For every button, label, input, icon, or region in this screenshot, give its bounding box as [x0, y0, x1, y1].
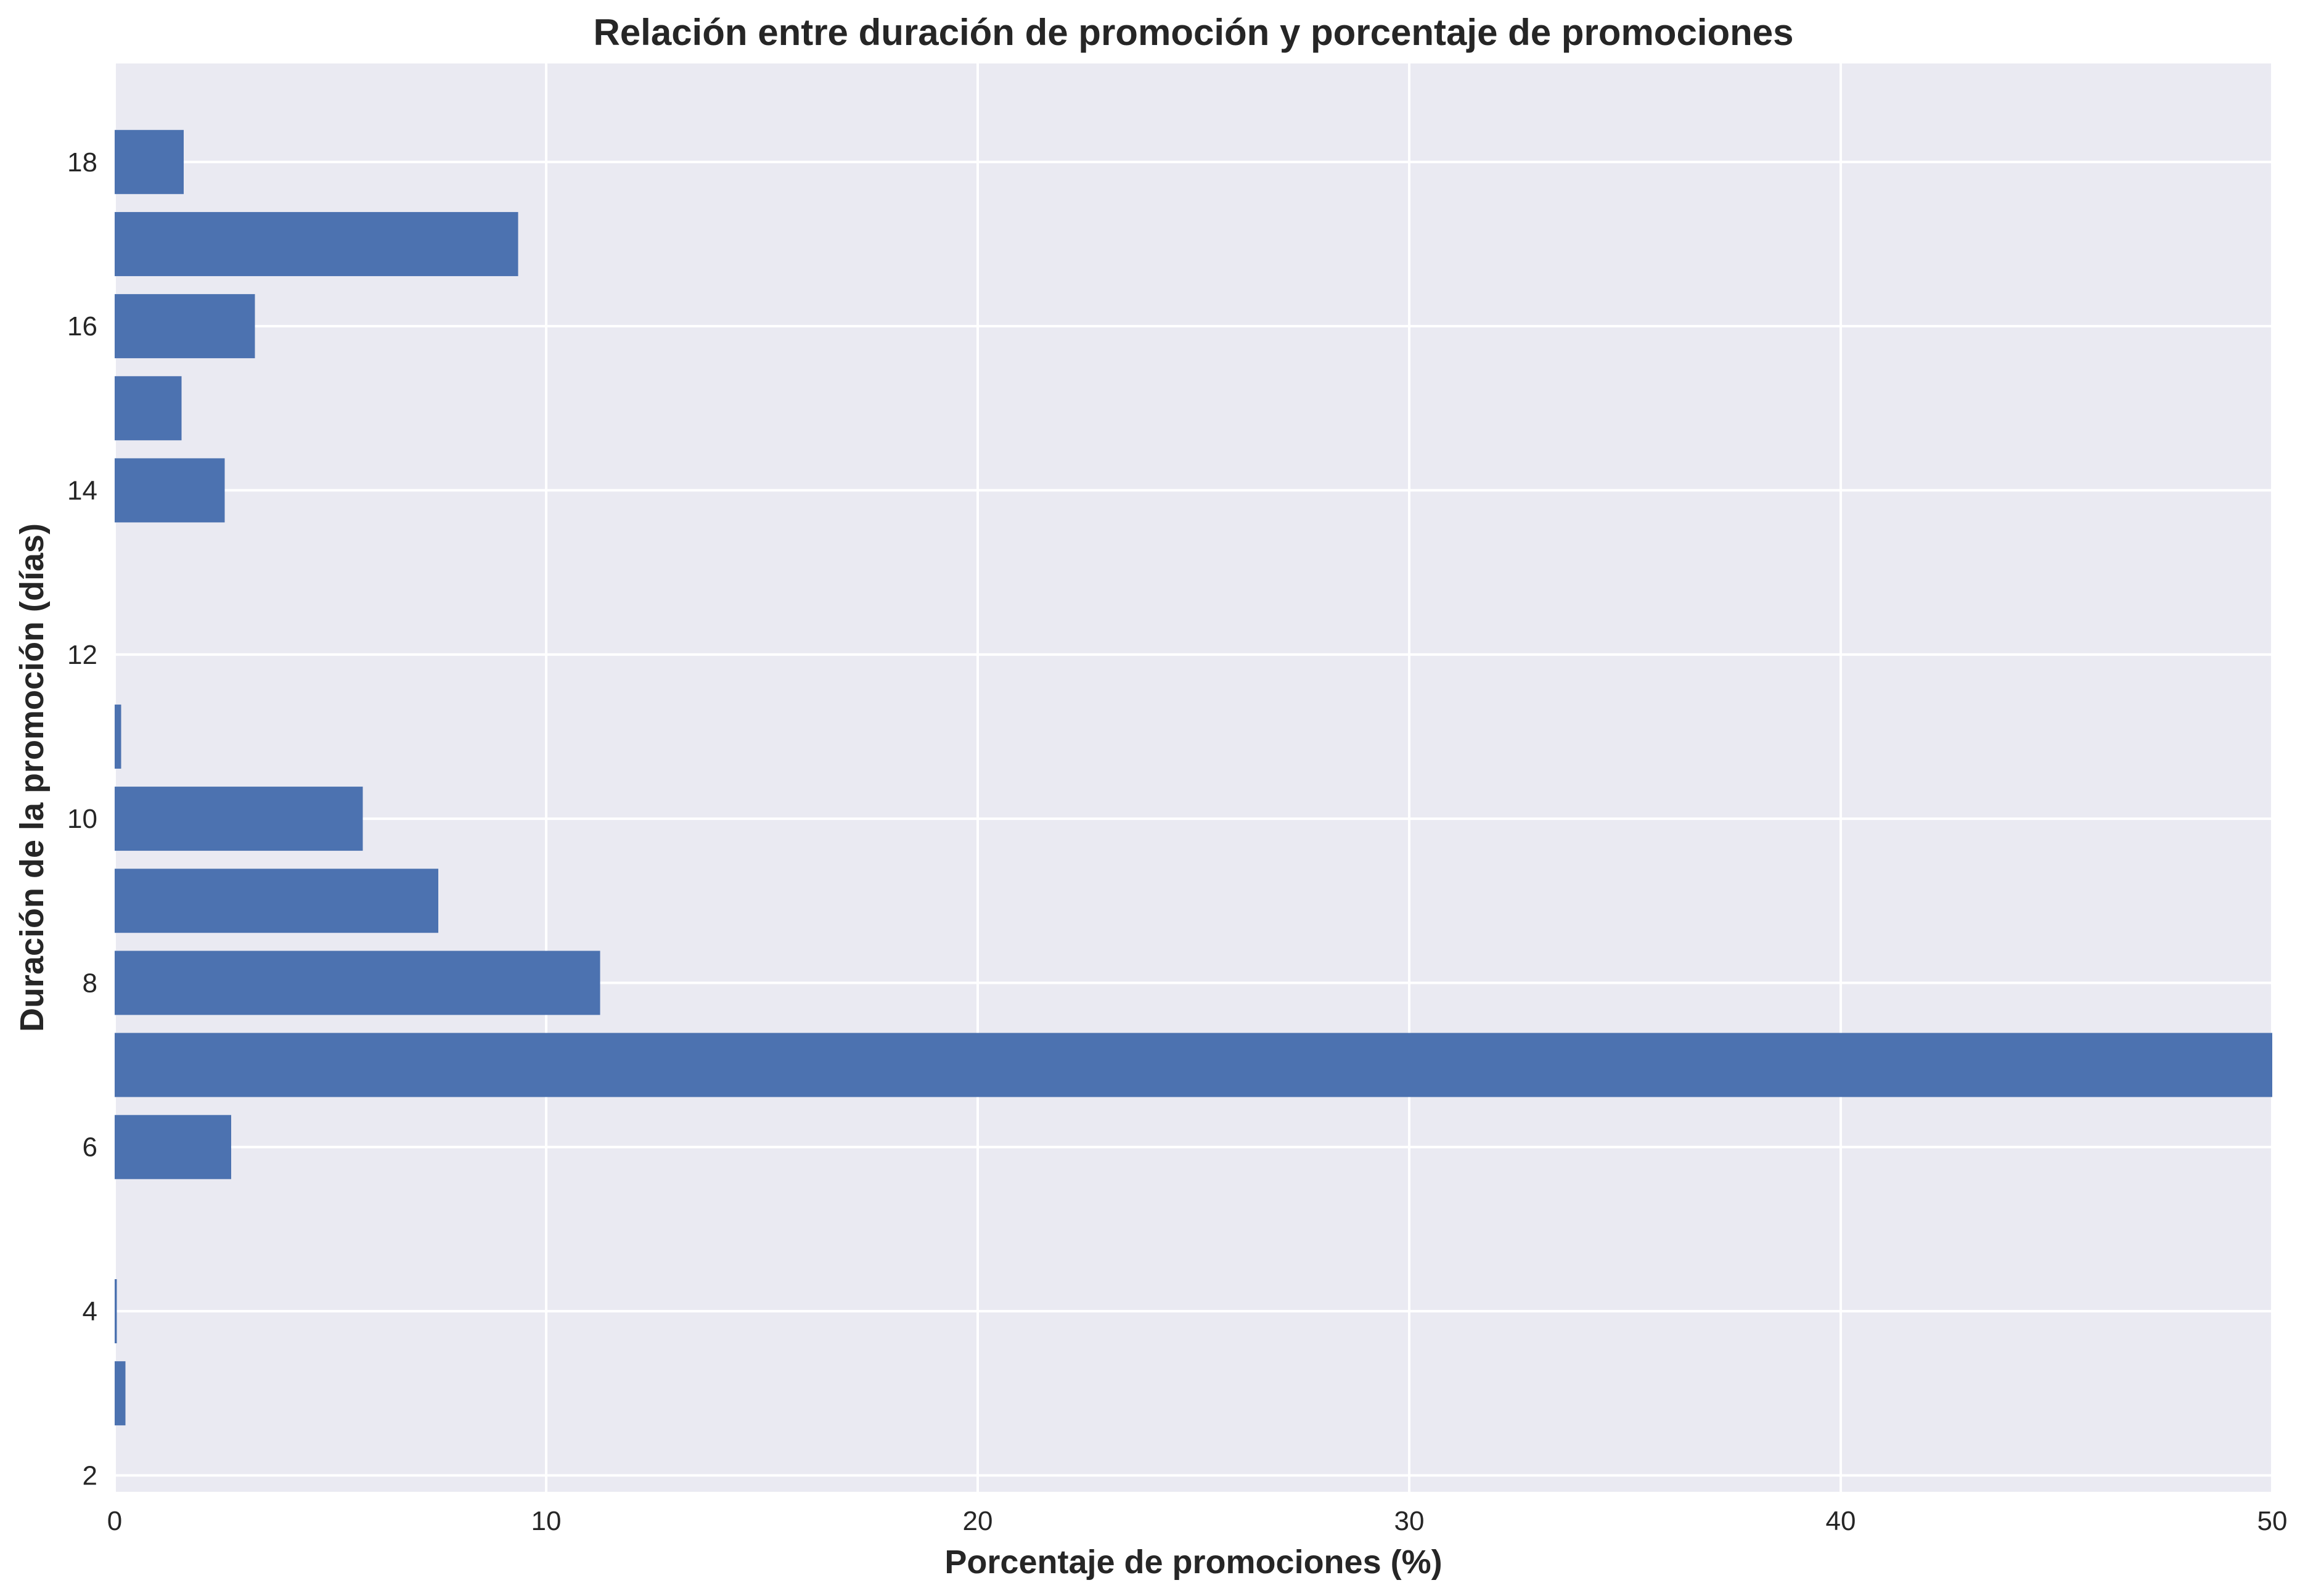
y-axis-ticks: 2 4 6 8 10 12 14 16 18	[67, 147, 97, 1491]
bars	[115, 129, 2272, 1426]
y-tick-label: 18	[67, 147, 97, 178]
y-tick-label: 6	[83, 1132, 97, 1163]
x-tick-label: 0	[107, 1506, 122, 1536]
bar-4	[115, 1279, 117, 1344]
bar-14	[115, 458, 225, 523]
x-axis-label: Porcentaje de promociones (%)	[944, 1544, 1442, 1581]
x-tick-label: 50	[2257, 1506, 2288, 1536]
y-tick-label: 10	[67, 804, 97, 834]
bar-7	[115, 1033, 2272, 1097]
y-tick-label: 16	[67, 311, 97, 342]
x-tick-label: 20	[963, 1506, 993, 1536]
y-tick-label: 2	[83, 1460, 97, 1491]
bar-18	[115, 129, 184, 194]
x-axis-ticks: 0 10 20 30 40 50	[107, 1506, 2288, 1536]
grid-lines	[113, 63, 2273, 1492]
chart-title: Relación entre duración de promoción y p…	[593, 12, 1793, 53]
y-tick-label: 4	[83, 1296, 97, 1327]
x-tick-label: 30	[1394, 1506, 1425, 1536]
y-axis-label: Duración de la promoción (días)	[14, 523, 51, 1032]
plot-area	[115, 63, 2272, 1492]
x-tick-label: 10	[531, 1506, 562, 1536]
bar-9	[115, 869, 438, 933]
x-tick-label: 40	[1826, 1506, 1856, 1536]
bar-10	[115, 787, 363, 851]
bar-17	[115, 211, 518, 276]
bar-11	[115, 704, 121, 769]
y-tick-label: 8	[83, 968, 97, 998]
y-tick-label: 12	[67, 640, 97, 670]
bar-15	[115, 376, 182, 441]
bar-3	[115, 1361, 126, 1426]
bar-16	[115, 294, 255, 359]
bar-8	[115, 951, 600, 1015]
bar-6	[115, 1115, 231, 1179]
y-tick-label: 14	[67, 475, 97, 505]
